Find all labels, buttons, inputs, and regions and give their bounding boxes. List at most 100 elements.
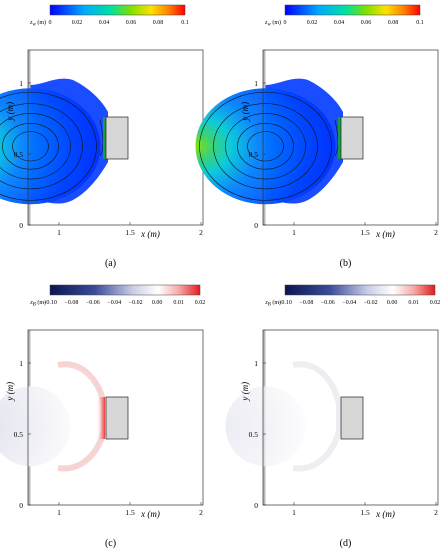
contour-line — [0, 103, 83, 190]
contour-line — [12, 131, 49, 162]
y-tick-label: 0 — [254, 501, 258, 510]
y-tick-label: 1 — [19, 79, 23, 88]
colorbar-tick-label: −0.06 — [321, 300, 335, 306]
panel-a: zw (m) 0 0.02 0.04 0.06 0.08 0.11 1.5 200.51x (m… — [0, 4, 204, 269]
x-tick-label: 1 — [292, 228, 296, 237]
plot-frame — [262, 329, 439, 506]
colorbar-tick-label: 0.04 — [99, 20, 110, 26]
colorbar-tick-label: −0.04 — [342, 300, 356, 306]
colorbar-tick-label: 0.02 — [72, 20, 83, 26]
colorbar-gradient — [49, 4, 186, 16]
x-tick-label: 2 — [199, 508, 203, 517]
colorbar-label-subscript: B — [268, 303, 271, 308]
colorbar-gradient — [284, 284, 436, 296]
x-axis-label: x (m) — [140, 509, 160, 519]
colorbar-tick-label: −0.02 — [364, 300, 378, 306]
colorbar-tick-label: 0.02 — [195, 300, 206, 306]
contour-line — [199, 91, 332, 201]
x-tick-label: 1.5 — [125, 228, 135, 237]
colorbar-label: zB (m) — [29, 299, 46, 308]
deposition-ring — [292, 361, 342, 472]
contour-line — [247, 131, 284, 162]
x-tick-label: 1 — [57, 508, 61, 517]
x-tick-label: 1.5 — [360, 508, 370, 517]
colorbar-gradient — [284, 4, 421, 16]
panel-caption: (b) — [340, 258, 352, 269]
colorbar-tick-label: 0.08 — [388, 20, 399, 26]
colorbar-tick-label: 0.00 — [387, 300, 398, 306]
plot-frame — [262, 49, 439, 226]
panel-caption: (c) — [105, 538, 116, 549]
contour-line — [225, 113, 306, 180]
y-tick-label: 1 — [254, 359, 258, 368]
obstacle-face-depth — [103, 117, 106, 159]
colorbar-label: zw (m) — [29, 19, 46, 28]
panel-b: zw (m) 0 0.02 0.04 0.06 0.08 0.11 1.5 200.51x (m… — [195, 4, 439, 269]
panel-caption: (d) — [340, 538, 352, 549]
colorbar: zB (m)−0.10 −0.08 −0.06 −0.04 −0.02 0.00 0.01 0… — [29, 284, 206, 308]
deposition-band — [96, 397, 105, 439]
x-axis-label: x (m) — [375, 229, 395, 239]
contour-line — [237, 122, 294, 170]
obstacle-block — [340, 116, 364, 160]
x-tick-label: 1.5 — [360, 228, 370, 237]
y-axis-label: y (m) — [5, 382, 15, 402]
obstacle-face-depth — [338, 117, 341, 159]
contour-line — [2, 122, 59, 170]
x-axis-label: x (m) — [375, 509, 395, 519]
plot-area — [0, 329, 204, 506]
x-tick-label: 2 — [434, 508, 438, 517]
obstacle-block — [340, 396, 364, 440]
colorbar-label-subscript: B — [33, 303, 36, 308]
y-axis-label: y (m) — [240, 102, 250, 122]
colorbar-tick-label: −0.06 — [86, 300, 100, 306]
colorbar-label-unit: (m) — [36, 19, 46, 26]
colorbar-label-symbol: z — [264, 20, 268, 26]
axes: 1 1.5 2 0 0.5 1 x (m) y (m) — [240, 359, 438, 519]
colorbar: zw (m) 0 0.02 0.04 0.06 0.08 0.1 — [29, 4, 189, 28]
colorbar-label-symbol: z — [29, 300, 33, 306]
colorbar-tick-label: 0.02 — [307, 20, 318, 26]
axes: 1 1.5 2 0 0.5 1 x (m) y (m) — [5, 359, 203, 519]
plot-area — [0, 49, 204, 226]
colorbar-label: zB (m) — [264, 299, 281, 308]
contour-line — [0, 91, 97, 201]
colorbar-tick-label: −0.08 — [299, 300, 313, 306]
axes: 1 1.5 2 0 0.5 1 x (m) y (m) — [5, 79, 203, 239]
y-tick-label: 0 — [19, 221, 23, 230]
x-axis-label: x (m) — [140, 229, 160, 239]
colorbar-tick-label: 0.06 — [126, 20, 137, 26]
obstacle-block — [105, 116, 129, 160]
y-tick-label: 1 — [254, 79, 258, 88]
depth-core — [195, 88, 336, 205]
colorbar-tick-label: 0.1 — [416, 20, 424, 26]
colorbar-tick-label: −0.10 — [278, 300, 292, 306]
colorbar-tick-label: 0.04 — [334, 20, 345, 26]
colorbar-tick-label: 0 — [49, 20, 52, 26]
colorbar-label-unit: (m) — [271, 299, 281, 306]
panel-c: zB (m)−0.10 −0.08 −0.06 −0.04 −0.02 0.00 0.01 0… — [0, 284, 206, 549]
colorbar-tick-label: 0 — [284, 20, 287, 26]
colorbar-tick-label: −0.10 — [43, 300, 57, 306]
x-tick-label: 2 — [199, 228, 203, 237]
y-tick-label: 0.5 — [14, 430, 24, 439]
y-axis-label: y (m) — [5, 102, 15, 122]
obstacle-block — [105, 396, 129, 440]
x-tick-label: 1 — [292, 508, 296, 517]
y-tick-label: 0 — [254, 221, 258, 230]
bed-change-region — [0, 386, 71, 467]
colorbar-tick-label: 0.1 — [181, 20, 189, 26]
contour-line — [213, 103, 318, 190]
colorbar-label-unit: (m) — [36, 299, 46, 306]
colorbar: zB (m)−0.10 −0.08 −0.06 −0.04 −0.02 0.00 0.01 0… — [264, 284, 440, 308]
colorbar-label-unit: (m) — [271, 19, 281, 26]
colorbar-label-subscript: w — [267, 23, 271, 28]
plot-frame — [27, 329, 204, 506]
x-tick-label: 1.5 — [125, 508, 135, 517]
y-tick-label: 0 — [19, 501, 23, 510]
y-tick-label: 0.5 — [249, 430, 259, 439]
y-tick-label: 1 — [19, 359, 23, 368]
y-tick-label: 0.5 — [14, 150, 24, 159]
colorbar-tick-label: 0.06 — [361, 20, 372, 26]
